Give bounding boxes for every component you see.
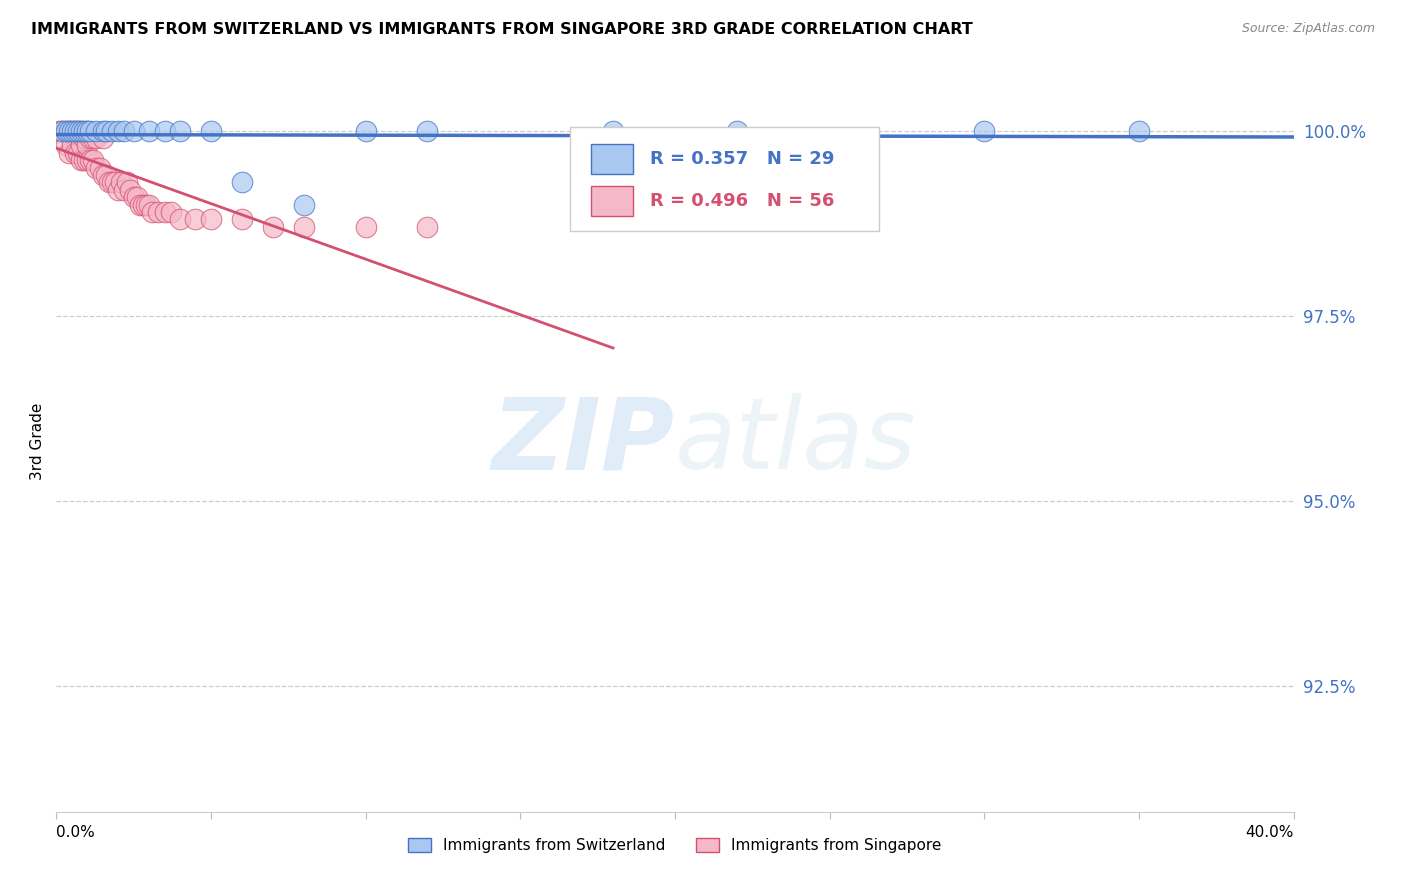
Point bbox=[112, 123, 135, 137]
Point bbox=[60, 123, 83, 137]
Point bbox=[101, 123, 124, 137]
Point bbox=[86, 123, 108, 137]
Point bbox=[63, 123, 86, 137]
Point bbox=[73, 131, 96, 145]
Point bbox=[128, 197, 150, 211]
Point bbox=[354, 123, 377, 137]
Point bbox=[55, 123, 77, 137]
Point bbox=[73, 153, 96, 168]
Point bbox=[354, 219, 377, 234]
Point bbox=[135, 197, 157, 211]
Point bbox=[117, 176, 139, 190]
Point bbox=[122, 190, 145, 204]
Point bbox=[60, 138, 83, 153]
Point bbox=[725, 123, 748, 137]
Text: R = 0.496   N = 56: R = 0.496 N = 56 bbox=[650, 192, 835, 210]
Point bbox=[91, 123, 114, 137]
Point bbox=[76, 123, 98, 137]
Point bbox=[70, 123, 93, 137]
Point bbox=[110, 176, 132, 190]
Point bbox=[76, 138, 98, 153]
Point bbox=[58, 123, 80, 137]
Point bbox=[973, 123, 995, 137]
Point bbox=[79, 123, 101, 137]
FancyBboxPatch shape bbox=[591, 144, 633, 174]
Point bbox=[159, 205, 181, 219]
Point bbox=[153, 123, 176, 137]
Point bbox=[262, 219, 284, 234]
Point bbox=[76, 123, 98, 137]
Point bbox=[58, 123, 80, 137]
Point bbox=[107, 123, 129, 137]
Point bbox=[82, 131, 104, 145]
Point bbox=[184, 212, 207, 227]
Point bbox=[104, 176, 127, 190]
Point bbox=[125, 190, 148, 204]
Point bbox=[79, 153, 101, 168]
FancyBboxPatch shape bbox=[569, 127, 879, 230]
Point bbox=[200, 123, 222, 137]
Point bbox=[82, 153, 104, 168]
Text: IMMIGRANTS FROM SWITZERLAND VS IMMIGRANTS FROM SINGAPORE 3RD GRADE CORRELATION C: IMMIGRANTS FROM SWITZERLAND VS IMMIGRANT… bbox=[31, 22, 973, 37]
Text: ZIP: ZIP bbox=[492, 393, 675, 490]
Point bbox=[138, 123, 160, 137]
Point bbox=[231, 212, 253, 227]
Point bbox=[94, 123, 117, 137]
Point bbox=[292, 197, 315, 211]
Point bbox=[101, 176, 124, 190]
Point bbox=[76, 153, 98, 168]
Text: Source: ZipAtlas.com: Source: ZipAtlas.com bbox=[1241, 22, 1375, 36]
Point bbox=[63, 123, 86, 137]
Point bbox=[66, 123, 89, 137]
Point bbox=[63, 145, 86, 160]
Point bbox=[70, 138, 93, 153]
Point bbox=[73, 123, 96, 137]
Point bbox=[231, 176, 253, 190]
Y-axis label: 3rd Grade: 3rd Grade bbox=[30, 403, 45, 480]
FancyBboxPatch shape bbox=[591, 186, 633, 216]
Legend: Immigrants from Switzerland, Immigrants from Singapore: Immigrants from Switzerland, Immigrants … bbox=[402, 832, 948, 860]
Point bbox=[169, 212, 191, 227]
Point bbox=[120, 183, 142, 197]
Point bbox=[86, 131, 108, 145]
Point bbox=[70, 123, 93, 137]
Point bbox=[1128, 123, 1150, 137]
Point bbox=[70, 153, 93, 168]
Point bbox=[89, 161, 111, 175]
Point bbox=[58, 145, 80, 160]
Point bbox=[66, 145, 89, 160]
Point bbox=[97, 176, 120, 190]
Point bbox=[138, 197, 160, 211]
Point bbox=[200, 212, 222, 227]
Point bbox=[55, 123, 77, 137]
Point bbox=[66, 123, 89, 137]
Point bbox=[112, 183, 135, 197]
Point bbox=[48, 123, 70, 137]
Point bbox=[51, 123, 73, 137]
Point bbox=[292, 219, 315, 234]
Point bbox=[132, 197, 155, 211]
Point bbox=[51, 123, 73, 137]
Point bbox=[153, 205, 176, 219]
Point bbox=[148, 205, 170, 219]
Point bbox=[602, 123, 624, 137]
Point bbox=[79, 131, 101, 145]
Point bbox=[141, 205, 163, 219]
Point bbox=[169, 123, 191, 137]
Text: 0.0%: 0.0% bbox=[56, 825, 96, 840]
Text: atlas: atlas bbox=[675, 393, 917, 490]
Text: 40.0%: 40.0% bbox=[1246, 825, 1294, 840]
Point bbox=[55, 138, 77, 153]
Point bbox=[91, 168, 114, 182]
Point bbox=[416, 219, 439, 234]
Point bbox=[60, 123, 83, 137]
Point bbox=[107, 183, 129, 197]
Point bbox=[416, 123, 439, 137]
Text: R = 0.357   N = 29: R = 0.357 N = 29 bbox=[650, 150, 835, 168]
Point bbox=[122, 123, 145, 137]
Point bbox=[91, 131, 114, 145]
Point bbox=[86, 161, 108, 175]
Point bbox=[94, 168, 117, 182]
